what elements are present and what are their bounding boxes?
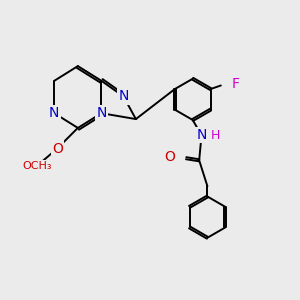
Text: F: F	[232, 77, 240, 91]
Text: N: N	[118, 89, 129, 103]
Text: N: N	[196, 128, 207, 142]
Text: OCH₃: OCH₃	[22, 161, 51, 171]
Text: N: N	[96, 106, 106, 120]
Text: O: O	[164, 150, 175, 164]
Text: N: N	[49, 106, 59, 120]
Text: H: H	[210, 129, 220, 142]
Text: O: O	[52, 142, 63, 155]
